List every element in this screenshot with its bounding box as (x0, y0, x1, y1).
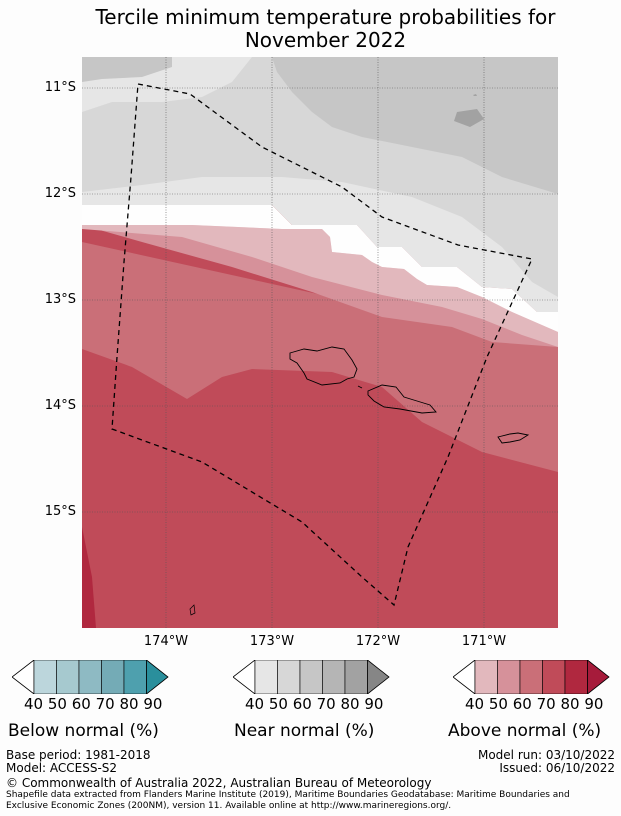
below-normal-label: Below normal (%) (8, 721, 159, 741)
lon-label-171w: 171°W (461, 634, 507, 649)
tick: 50 (488, 695, 508, 713)
tick: 50 (47, 695, 67, 713)
title-line-1: Tercile minimum temperature probabilitie… (95, 5, 556, 29)
tick: 60 (292, 695, 312, 713)
above-normal-label: Above normal (%) (448, 721, 602, 741)
region-above-80 (82, 527, 96, 628)
lat-label-15s: 15°S (44, 504, 76, 519)
region-near-60-east (272, 57, 558, 194)
near-normal-colorbar (233, 660, 390, 694)
lat-label-13s: 13°S (44, 292, 76, 307)
probability-map (82, 57, 558, 628)
near-normal-label: Near normal (%) (234, 721, 375, 741)
above-normal-colorbar (453, 660, 610, 694)
tick: 40 (24, 695, 44, 713)
lon-label-174w: 174°W (143, 634, 189, 649)
tick: 40 (245, 695, 265, 713)
region-near-80 (454, 109, 484, 127)
savaii-island (289, 346, 358, 386)
tick: 90 (364, 695, 384, 713)
below-normal-ticks: 40 50 60 70 80 90 (24, 695, 162, 713)
tick: 80 (119, 695, 139, 713)
tick: 50 (268, 695, 288, 713)
tick: 60 (71, 695, 91, 713)
lon-label-172w: 172°W (355, 634, 401, 649)
above-normal-ticks: 40 50 60 70 80 90 (465, 695, 603, 713)
map-title: Tercile minimum temperature probabilitie… (0, 6, 621, 52)
base-period: Base period: 1981-2018 (6, 748, 151, 762)
tick: 70 (95, 695, 115, 713)
small-islet (189, 604, 196, 616)
tick: 80 (560, 695, 580, 713)
eez-boundary (111, 83, 533, 607)
islet-marker (473, 94, 477, 96)
below-normal-colorbar (12, 660, 169, 694)
tick: 60 (512, 695, 532, 713)
map-svg (82, 57, 558, 628)
copyright: © Commonwealth of Australia 2022, Austra… (6, 776, 432, 790)
near-normal-ticks: 40 50 60 70 80 90 (245, 695, 383, 713)
lon-label-173w: 173°W (249, 634, 295, 649)
tick: 90 (143, 695, 163, 713)
region-near-60-west (82, 57, 172, 82)
tick: 80 (340, 695, 360, 713)
tick: 70 (536, 695, 556, 713)
tick: 90 (584, 695, 604, 713)
shapefile-credit-1: Shapefile data extracted from Flanders M… (6, 790, 570, 800)
region-above-40 (82, 225, 558, 347)
issued-date: Issued: 06/10/2022 (499, 761, 615, 775)
model-name: Model: ACCESS-S2 (6, 761, 118, 775)
upolu-island (357, 384, 437, 414)
region-neutral (82, 205, 558, 332)
tutuila-island (497, 432, 530, 444)
region-above-60 (82, 242, 558, 472)
shapefile-credit-2: Exclusive Economic Zones (200NM), versio… (6, 801, 452, 811)
lat-label-12s: 12°S (44, 186, 76, 201)
tick: 40 (465, 695, 485, 713)
lat-label-11s: 11°S (44, 80, 76, 95)
title-line-2: November 2022 (244, 28, 407, 52)
lat-label-14s: 14°S (44, 398, 76, 413)
model-run: Model run: 03/10/2022 (477, 748, 615, 762)
tick: 70 (316, 695, 336, 713)
